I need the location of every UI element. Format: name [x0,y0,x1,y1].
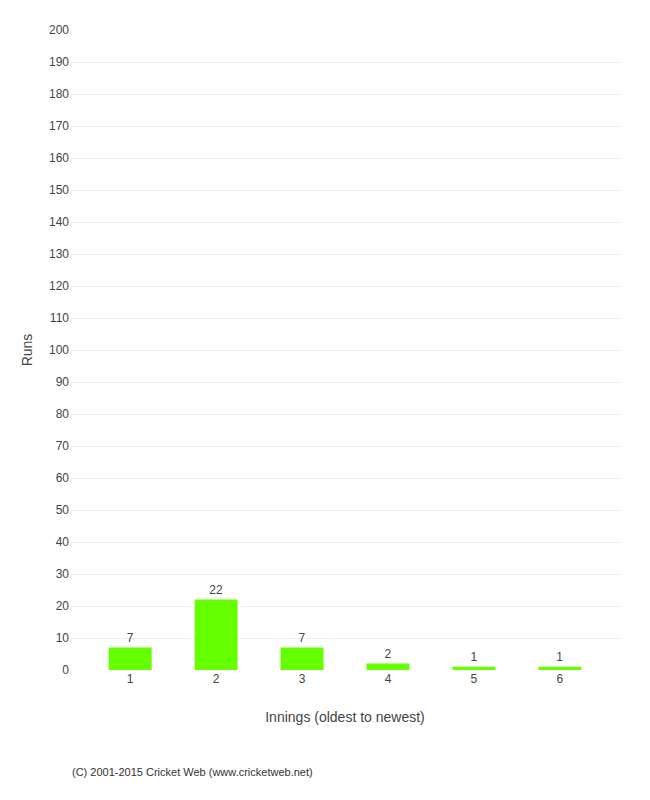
svg-text:2: 2 [213,672,220,686]
svg-text:190: 190 [49,55,69,69]
svg-text:2: 2 [384,647,391,661]
svg-text:160: 160 [49,151,69,165]
svg-text:7: 7 [299,631,306,645]
svg-text:140: 140 [49,215,69,229]
svg-text:4: 4 [385,672,392,686]
svg-text:Runs: Runs [19,334,35,367]
svg-text:60: 60 [56,471,70,485]
svg-text:7: 7 [127,631,134,645]
svg-text:110: 110 [50,311,69,325]
svg-text:50: 50 [56,503,70,517]
svg-text:40: 40 [56,535,70,549]
svg-text:200: 200 [49,23,69,37]
svg-text:0: 0 [62,663,69,677]
svg-text:10: 10 [56,631,70,645]
svg-text:150: 150 [49,183,69,197]
svg-text:3: 3 [299,672,306,686]
svg-text:1: 1 [556,650,563,664]
svg-text:20: 20 [56,599,70,613]
svg-text:5: 5 [471,672,478,686]
svg-text:80: 80 [56,407,70,421]
svg-text:1: 1 [127,672,134,686]
svg-text:30: 30 [56,567,70,581]
svg-text:70: 70 [56,439,70,453]
svg-text:22: 22 [209,583,223,597]
svg-text:100: 100 [49,343,69,357]
svg-text:90: 90 [56,375,70,389]
svg-text:130: 130 [49,247,69,261]
svg-text:180: 180 [49,87,69,101]
svg-text:(C) 2001-2015 Cricket Web (www: (C) 2001-2015 Cricket Web (www.cricketwe… [72,766,313,778]
svg-text:120: 120 [49,279,69,293]
svg-text:170: 170 [49,119,69,133]
svg-text:6: 6 [556,672,563,686]
svg-text:1: 1 [470,650,477,664]
svg-text:Innings (oldest to newest): Innings (oldest to newest) [265,709,425,725]
